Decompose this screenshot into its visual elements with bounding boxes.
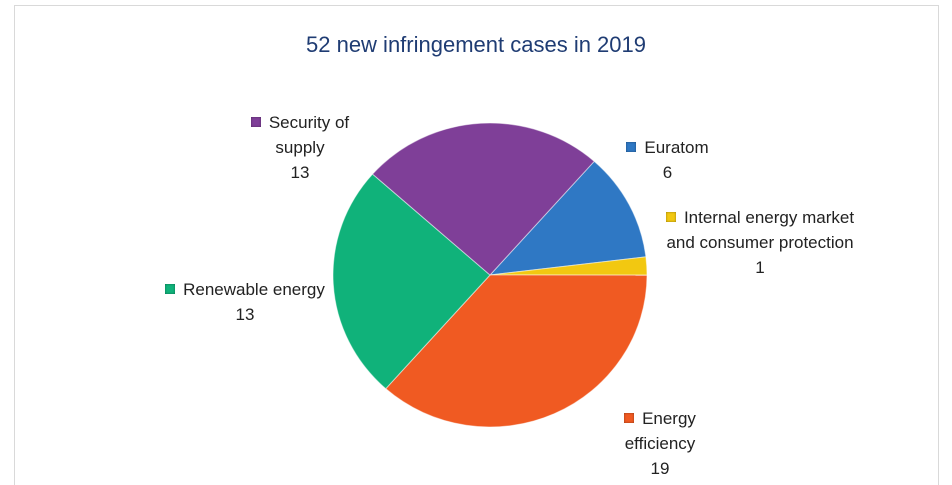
legend-swatch <box>165 284 176 294</box>
pie-slice <box>332 173 491 390</box>
chart-frame <box>14 5 939 485</box>
legend-swatch <box>250 117 261 127</box>
slice-label: Renewable energy 13 <box>165 277 325 327</box>
value-label: 6 <box>662 163 673 182</box>
value-label: 1 <box>755 258 765 277</box>
category-name: Internal energy market and consumer prot… <box>666 208 855 252</box>
chart-title: 52 new infringement cases in 2019 <box>306 32 646 57</box>
pie-slice <box>488 160 647 276</box>
slice-label: Internal energy market and consumer prot… <box>660 205 860 280</box>
pie-slice <box>385 274 648 428</box>
slice-label: Security of supply 13 <box>225 110 375 185</box>
category-name: Renewable energy <box>183 280 325 299</box>
value-label: 13 <box>290 163 310 182</box>
category-name: Security of supply <box>268 113 350 157</box>
legend-swatch <box>665 212 676 222</box>
category-name: Euratom <box>644 138 709 157</box>
value-label: 19 <box>650 459 670 478</box>
legend-swatch <box>626 142 637 152</box>
slice-label: Euratom 6 <box>610 135 725 185</box>
value-label: 13 <box>235 305 255 324</box>
legend-swatch <box>624 413 635 423</box>
slice-label: Energy efficiency 19 <box>590 406 730 481</box>
category-name: Energy efficiency <box>624 409 696 453</box>
pie-slice <box>371 122 595 276</box>
